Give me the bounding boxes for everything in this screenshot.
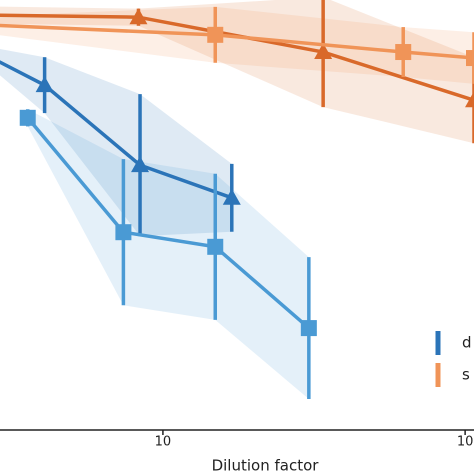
x-tick-label: 10	[457, 435, 474, 450]
marker	[222, 188, 241, 205]
marker	[35, 76, 54, 93]
error-band	[0, 6, 474, 84]
marker	[207, 238, 224, 255]
marker	[207, 26, 224, 43]
series-line	[0, 23, 474, 60]
legend-label: d	[462, 334, 472, 352]
marker	[395, 44, 412, 61]
marker	[129, 8, 148, 25]
x-tick-label: 10	[155, 435, 172, 450]
series-line	[26, 116, 310, 330]
marker	[131, 156, 150, 173]
plot-area	[0, 0, 474, 400]
error-band	[27, 109, 309, 400]
marker	[465, 91, 474, 108]
marker	[300, 320, 317, 337]
legend-label: s	[462, 366, 470, 384]
x-axis-label: Dilution factor	[212, 457, 320, 474]
marker	[115, 224, 132, 241]
error-band	[0, 0, 474, 144]
marker	[466, 50, 474, 67]
series-line	[0, 60, 233, 200]
marker	[19, 109, 36, 126]
marker	[314, 43, 333, 60]
